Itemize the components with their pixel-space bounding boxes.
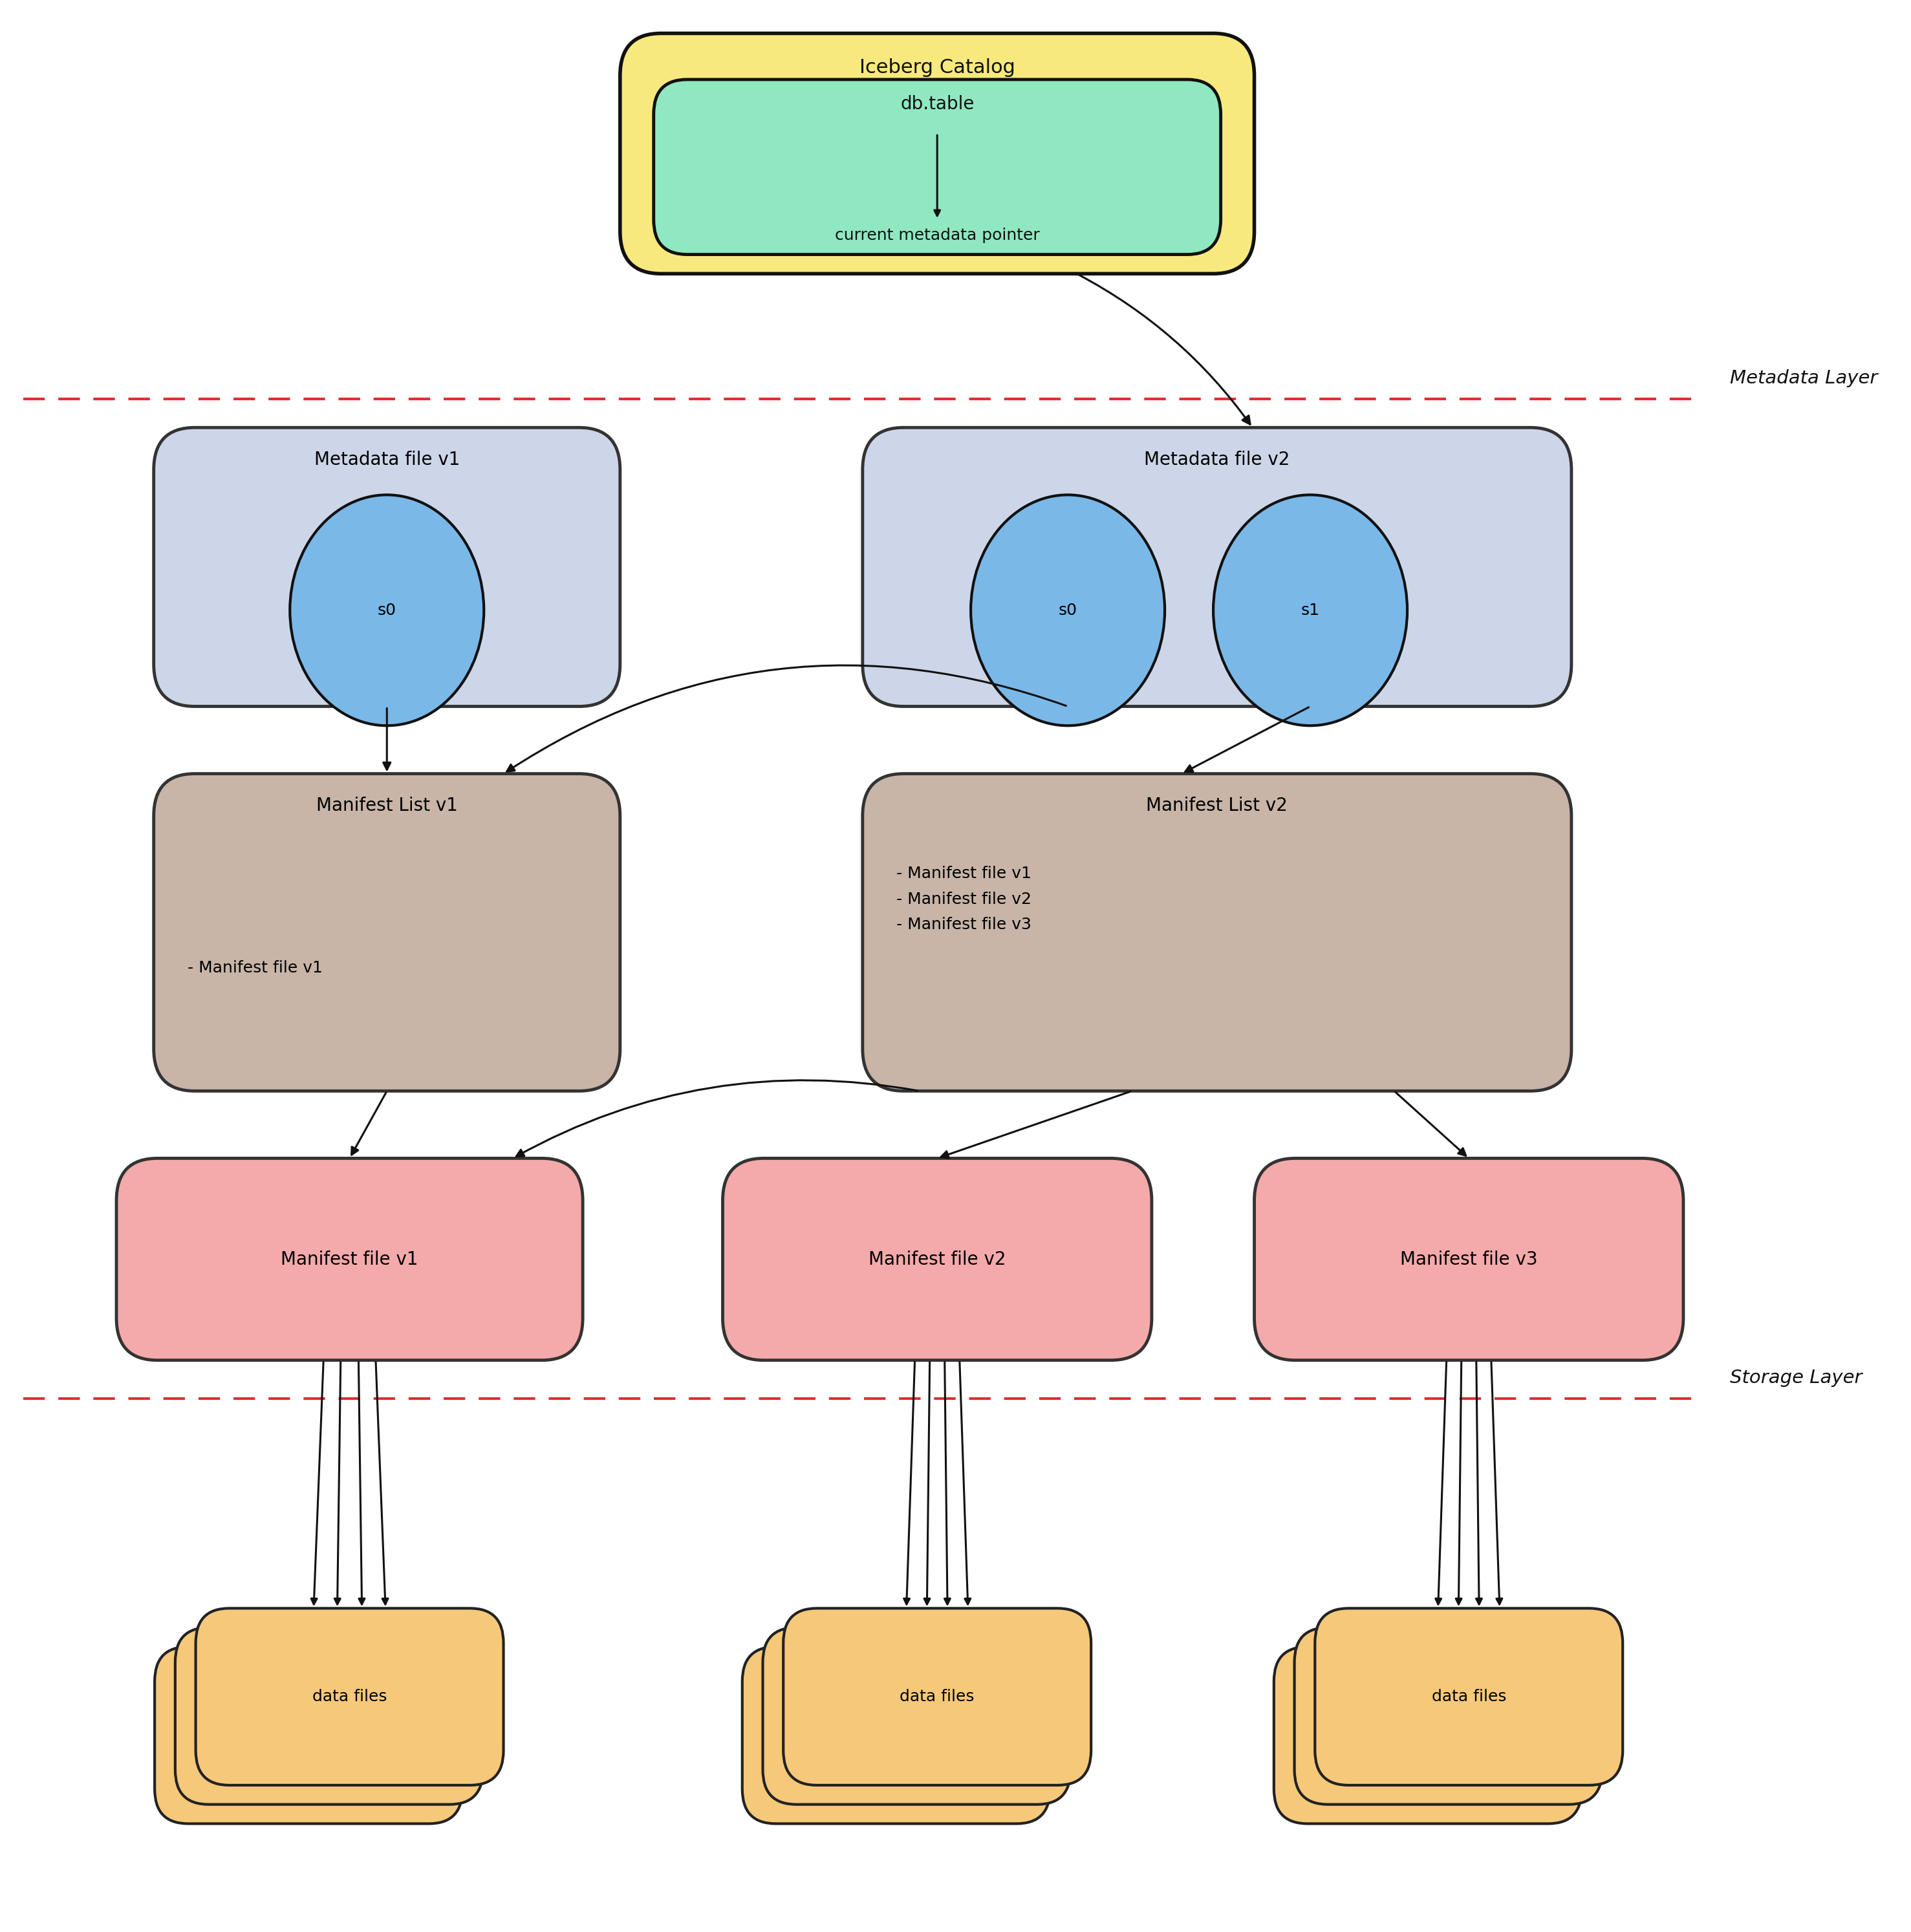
Text: Manifest List v2: Manifest List v2 (1147, 796, 1288, 815)
Text: data files: data files (900, 1689, 975, 1704)
Text: Manifest file v1: Manifest file v1 (281, 1250, 419, 1267)
Text: Manifest List v1: Manifest List v1 (315, 796, 457, 815)
Text: Metadata Layer: Metadata Layer (1729, 369, 1879, 386)
FancyBboxPatch shape (1275, 1646, 1582, 1824)
FancyBboxPatch shape (176, 1627, 483, 1804)
Text: db.table: db.table (900, 95, 975, 112)
FancyBboxPatch shape (762, 1627, 1070, 1804)
Text: Iceberg Catalog: Iceberg Catalog (860, 58, 1015, 77)
Text: s0: s0 (1059, 603, 1078, 618)
Text: Storage Layer: Storage Layer (1729, 1370, 1861, 1387)
Text: Metadata file v1: Metadata file v1 (313, 450, 461, 469)
Ellipse shape (1213, 495, 1406, 726)
Text: s1: s1 (1301, 603, 1321, 618)
Text: data files: data files (311, 1689, 386, 1704)
Text: - Manifest file v1: - Manifest file v1 (187, 960, 323, 976)
FancyBboxPatch shape (117, 1159, 583, 1360)
Text: Manifest file v3: Manifest file v3 (1401, 1250, 1538, 1267)
Ellipse shape (290, 495, 483, 726)
FancyBboxPatch shape (155, 1646, 462, 1824)
Text: Metadata file v2: Metadata file v2 (1145, 450, 1290, 469)
Text: - Manifest file v1
- Manifest file v2
- Manifest file v3: - Manifest file v1 - Manifest file v2 - … (896, 866, 1032, 933)
FancyBboxPatch shape (1254, 1159, 1684, 1360)
FancyBboxPatch shape (195, 1607, 503, 1785)
FancyBboxPatch shape (722, 1159, 1152, 1360)
FancyBboxPatch shape (741, 1646, 1049, 1824)
Text: s0: s0 (378, 603, 396, 618)
FancyBboxPatch shape (153, 427, 619, 707)
Text: Manifest file v2: Manifest file v2 (868, 1250, 1005, 1267)
Ellipse shape (971, 495, 1166, 726)
FancyBboxPatch shape (862, 427, 1571, 707)
FancyBboxPatch shape (1315, 1607, 1622, 1785)
FancyBboxPatch shape (654, 79, 1221, 255)
Text: current metadata pointer: current metadata pointer (835, 228, 1040, 243)
FancyBboxPatch shape (1294, 1627, 1601, 1804)
FancyBboxPatch shape (153, 773, 619, 1092)
Text: data files: data files (1431, 1689, 1506, 1704)
FancyBboxPatch shape (619, 33, 1254, 274)
FancyBboxPatch shape (862, 773, 1571, 1092)
FancyBboxPatch shape (784, 1607, 1091, 1785)
